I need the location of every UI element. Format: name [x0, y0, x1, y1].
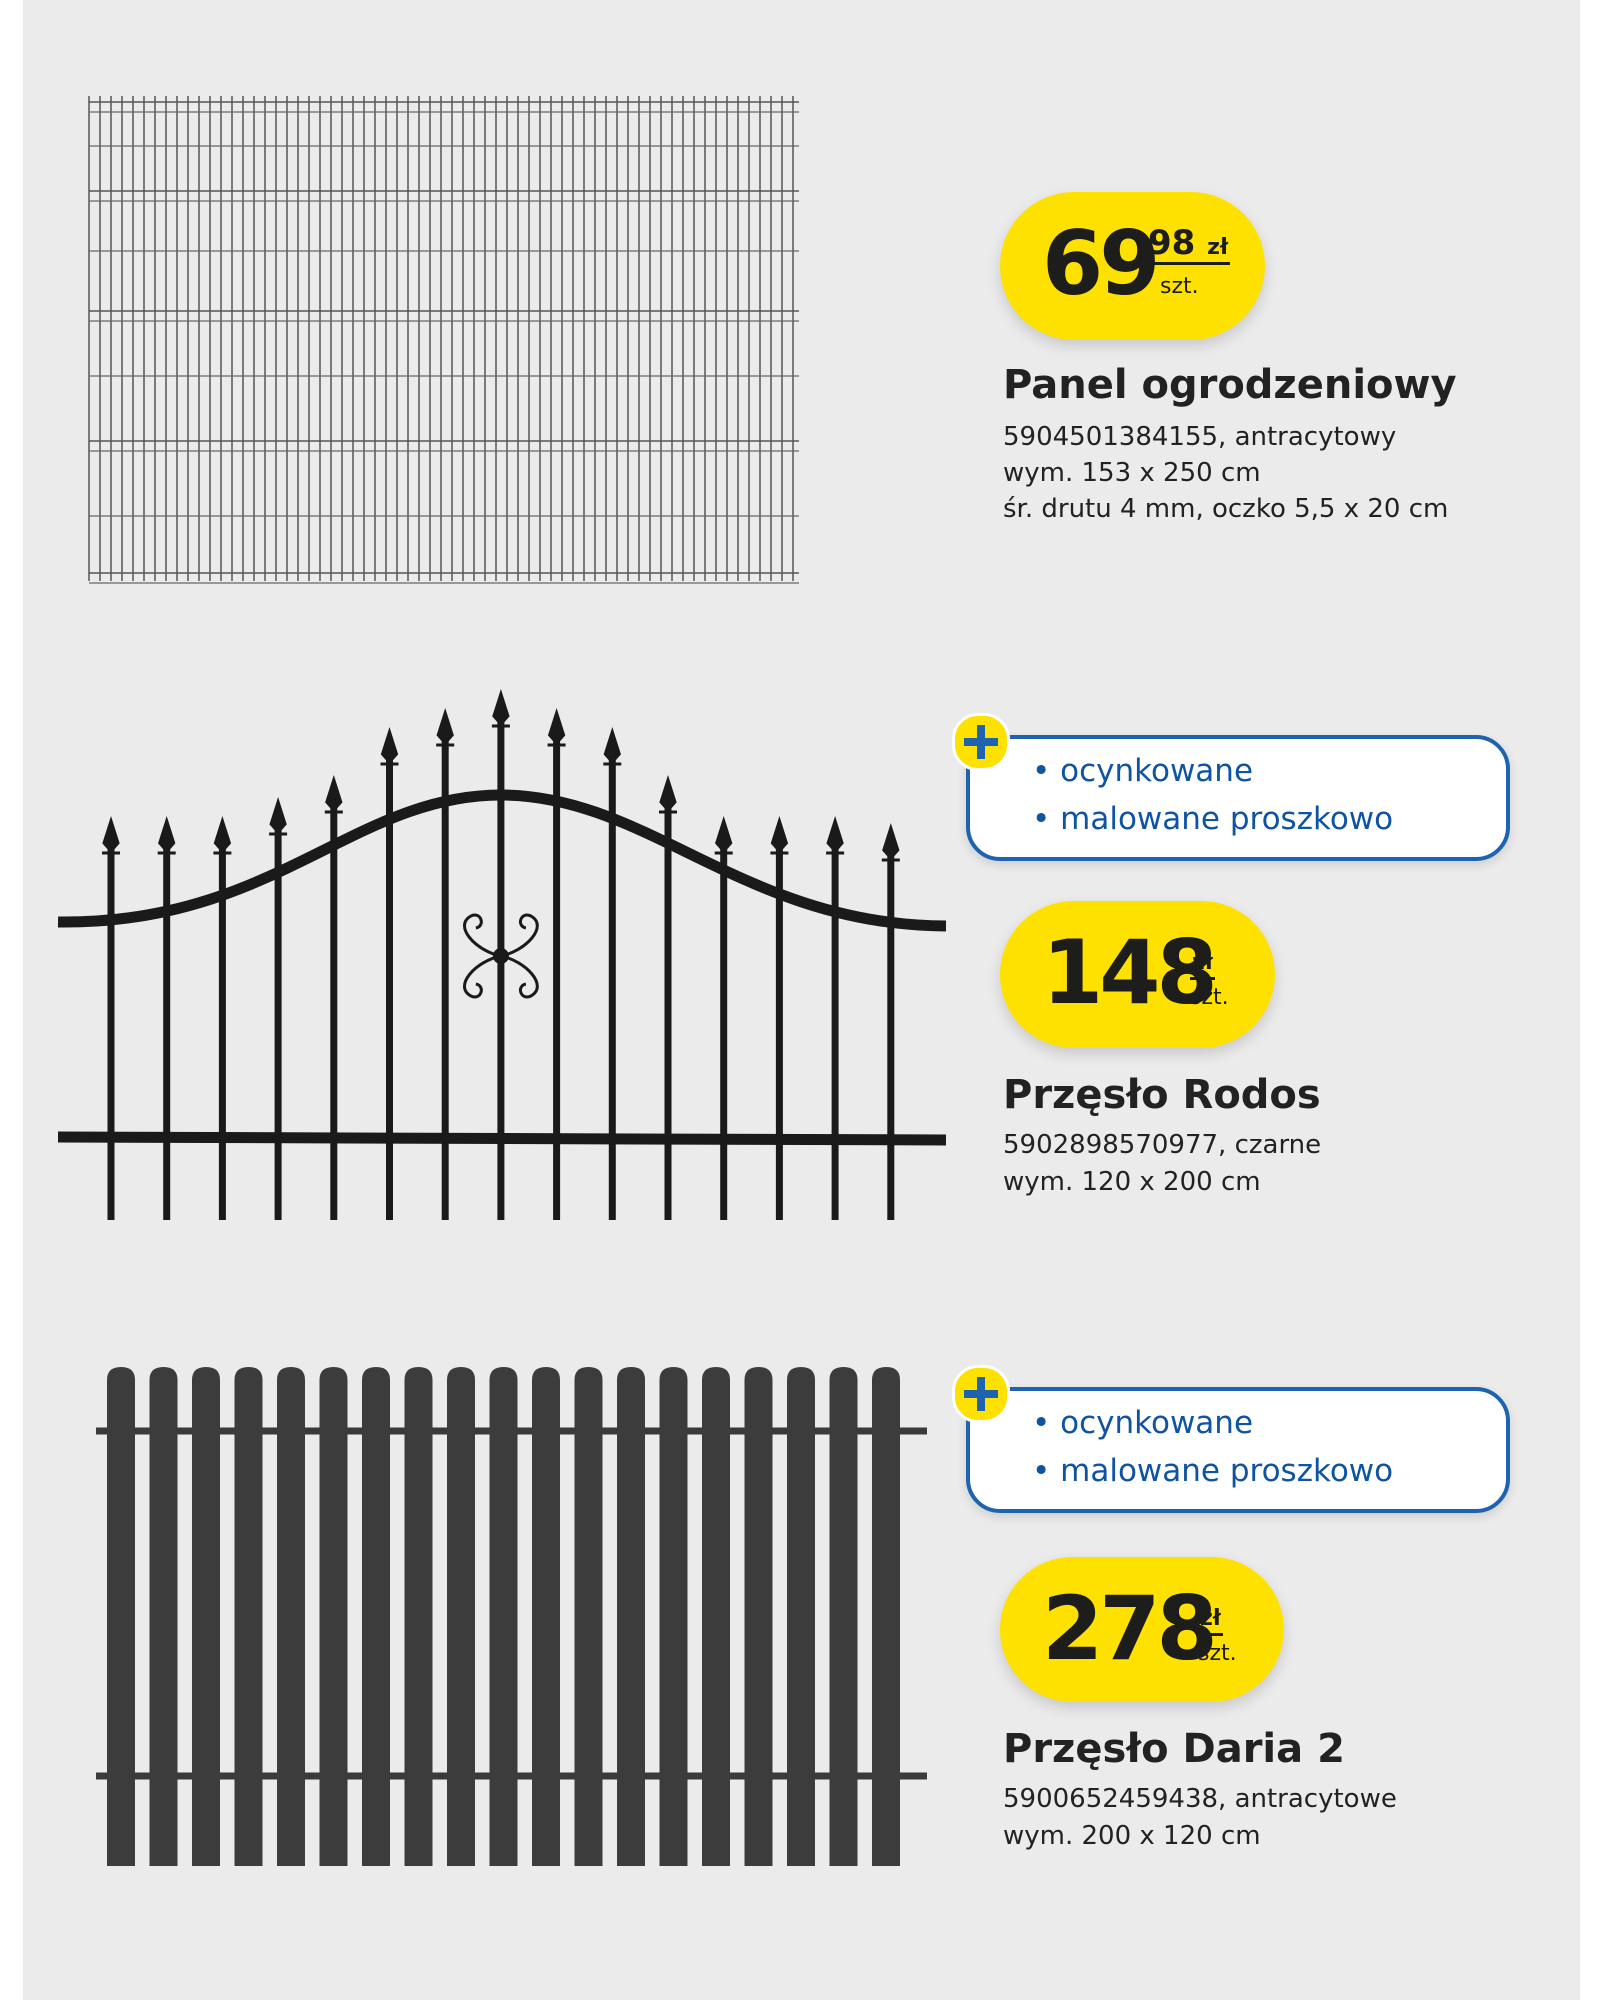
price-cents: 98 zł — [1146, 223, 1231, 265]
spear — [659, 775, 677, 814]
price-cents: zł — [1198, 1597, 1223, 1636]
picket — [362, 1367, 390, 1866]
picket — [659, 1367, 688, 1866]
product-images — [57, 96, 947, 1866]
picket — [404, 1367, 433, 1866]
ornament — [463, 913, 502, 958]
picket — [702, 1367, 730, 1866]
price-bubble: 278 zł szt. — [1000, 1557, 1284, 1702]
detail: śr. drutu 4 mm, oczko 5,5 x 20 cm — [1003, 494, 1449, 524]
detail: 5902898570977, czarne — [1003, 1130, 1322, 1160]
feature: • ocynkowane — [1032, 753, 1254, 789]
spear — [881, 823, 900, 862]
spear — [547, 708, 566, 747]
feature: • ocynkowane — [1032, 1405, 1254, 1441]
spear — [714, 816, 733, 855]
plus-icon — [952, 1365, 1010, 1423]
ornament — [500, 913, 539, 958]
spear — [826, 816, 845, 855]
detail: wym. 153 x 250 cm — [1003, 458, 1261, 488]
ornament — [463, 954, 502, 999]
picket — [787, 1367, 815, 1866]
picket — [447, 1367, 475, 1866]
price-main: 69 — [1042, 212, 1160, 315]
spear — [603, 727, 622, 766]
spear — [269, 797, 288, 836]
product-name: Przęsło Rodos — [1003, 1072, 1321, 1118]
cents: 98 — [1148, 223, 1196, 263]
spear — [157, 816, 176, 855]
price-bubble: 148 zł szt. — [1000, 901, 1275, 1048]
spear — [213, 816, 232, 855]
picket — [277, 1367, 305, 1866]
leaflet: 69 98 zł szt. Panel ogrodzeniowy 5904501… — [23, 0, 1580, 2000]
product-name: Przęsło Daria 2 — [1003, 1726, 1345, 1772]
picket — [319, 1367, 348, 1866]
picket — [532, 1367, 560, 1866]
detail: 5904501384155, antracytowy — [1003, 422, 1397, 452]
picket — [744, 1367, 773, 1866]
picket — [192, 1367, 220, 1866]
picket — [872, 1367, 900, 1866]
spear — [380, 727, 399, 766]
plus-icon — [952, 713, 1010, 771]
spear — [102, 816, 120, 855]
spear — [491, 689, 510, 728]
picket — [107, 1367, 135, 1866]
detail: wym. 200 x 120 cm — [1003, 1821, 1261, 1851]
price-main: 278 — [1042, 1577, 1218, 1680]
picket — [234, 1367, 263, 1866]
spear — [324, 775, 343, 814]
picket — [829, 1367, 858, 1866]
price-cents: zł — [1190, 941, 1215, 980]
features-box: • ocynkowane • malowane proszkowo — [966, 735, 1510, 861]
ornament — [500, 954, 539, 999]
currency: zł — [1192, 950, 1213, 975]
features-box: • ocynkowane • malowane proszkowo — [966, 1387, 1510, 1513]
price-main: 148 — [1042, 921, 1218, 1024]
unit: szt. — [1190, 985, 1229, 1010]
detail: 5900652459438, antracytowe — [1003, 1784, 1397, 1814]
price-bubble: 69 98 zł szt. — [1000, 192, 1265, 340]
picket — [149, 1367, 178, 1866]
spear — [770, 816, 789, 855]
spear — [436, 708, 455, 747]
unit: szt. — [1160, 274, 1199, 299]
currency: zł — [1200, 1606, 1221, 1631]
currency: zł — [1207, 235, 1229, 260]
product-name: Panel ogrodzeniowy — [1003, 362, 1457, 408]
ornament — [492, 948, 509, 964]
picket — [617, 1367, 645, 1866]
detail: wym. 120 x 200 cm — [1003, 1167, 1261, 1197]
picket — [574, 1367, 603, 1866]
feature: • malowane proszkowo — [1032, 801, 1394, 837]
picket — [489, 1367, 518, 1866]
feature: • malowane proszkowo — [1032, 1453, 1394, 1489]
unit: szt. — [1198, 1641, 1237, 1666]
